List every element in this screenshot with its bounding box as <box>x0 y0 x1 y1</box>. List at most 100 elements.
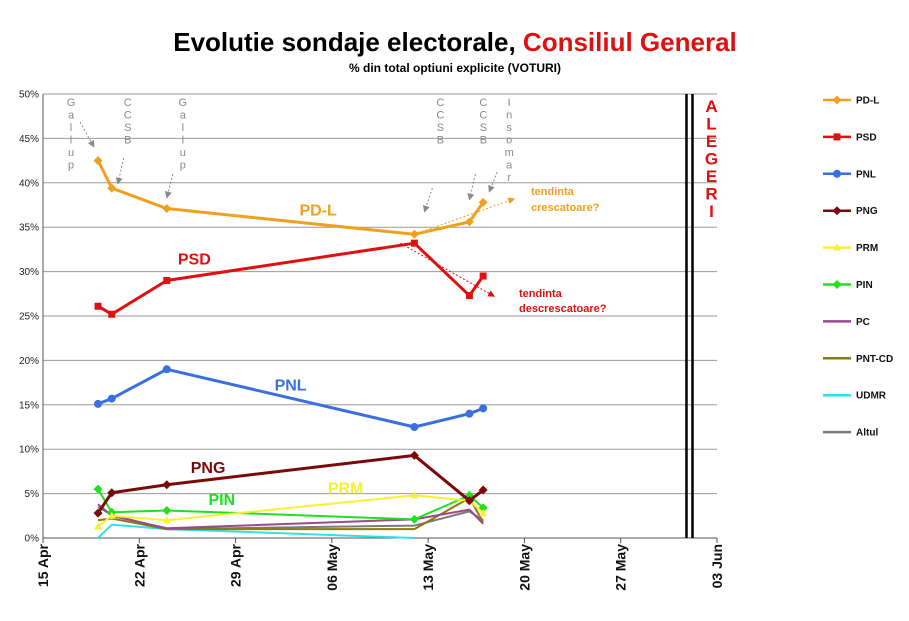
annotations: A L E G E R I G a l l u p C C S B G a l l u p C C S B C C S B I n s o m a r te… <box>67 94 718 538</box>
pollster-arrow <box>423 187 433 213</box>
x-tick-label: 06 May <box>324 544 340 591</box>
pollster-arrow <box>164 173 174 199</box>
legend-marker-prm <box>833 243 841 251</box>
x-tick-label: 03 Jun <box>709 544 725 588</box>
pollster-arrow <box>488 171 498 193</box>
y-tick-label: 5% <box>25 489 40 500</box>
x-tick-label: 15 Apr <box>35 543 51 587</box>
data-point-pd-l <box>464 217 474 227</box>
legend-label-udmr: UDMR <box>856 391 887 402</box>
series-line-udmr <box>97 523 415 539</box>
data-point-pd-l <box>162 204 172 214</box>
trend-down-label: descrescatoare? <box>519 303 607 315</box>
series-line-psd <box>97 241 485 316</box>
pollster-arrow <box>467 173 476 201</box>
data-point-pin <box>93 484 103 494</box>
data-point-psd <box>108 310 116 318</box>
legend-marker-psd <box>833 133 841 141</box>
data-point-pnl <box>162 365 171 374</box>
y-tick-label: 50% <box>19 90 39 101</box>
trend-down-label: tendinta <box>519 288 563 300</box>
legend-marker-pnl <box>833 169 841 178</box>
legend-label-prm: PRM <box>856 243 878 254</box>
legend-label-pnl: PNL <box>856 169 876 180</box>
y-tick-label: 35% <box>19 223 39 234</box>
chart-title-main: Evolutie sondaje electorale, <box>173 27 523 57</box>
data-point-prm <box>162 516 171 524</box>
trend-down-arrow <box>400 242 495 297</box>
legend-label-pd-l: PD-L <box>856 96 879 107</box>
data-point-prm <box>479 509 488 517</box>
y-tick-label: 40% <box>19 178 39 189</box>
data-point-pnl <box>465 409 474 418</box>
legend-marker-pd-l <box>832 95 842 105</box>
x-tick-label: 27 May <box>613 544 629 591</box>
chart-title: Evolutie sondaje electorale, Consiliul G… <box>173 27 737 57</box>
pollster-arrow <box>79 121 95 148</box>
legend-marker-pin <box>832 280 842 289</box>
data-point-psd <box>163 276 171 284</box>
series-label-png: PNG <box>191 460 226 477</box>
legend-marker-png <box>832 206 842 216</box>
data-point-pnl <box>479 404 488 413</box>
data-point-psd <box>479 272 487 280</box>
data-point-pnl <box>410 423 419 431</box>
legend-label-pin: PIN <box>856 280 873 291</box>
legend-label-altul: Altul <box>856 428 878 439</box>
series-labels: PD-L PSD PNL PNG PRM PIN <box>178 203 364 509</box>
data-point-png <box>107 488 117 498</box>
data-point-png <box>464 496 474 506</box>
data-point-png <box>162 480 172 490</box>
trend-up-label: tendinta <box>531 186 575 198</box>
chart-title-highlight: Consiliul General <box>523 27 737 57</box>
data-point-pin <box>409 514 419 524</box>
y-tick-label: 45% <box>19 134 39 145</box>
data-point-prm <box>94 522 103 530</box>
y-tick-label: 15% <box>19 400 39 411</box>
x-tick-label: 13 May <box>420 544 436 591</box>
chart-subtitle: % din total optiuni explicite (VOTURI) <box>349 61 561 75</box>
y-tick-label: 20% <box>19 356 39 367</box>
series-line-png <box>96 453 485 514</box>
series-lines <box>93 156 488 539</box>
x-tick-label: 29 Apr <box>228 543 244 587</box>
y-tick-label: 30% <box>19 267 39 278</box>
data-point-png <box>93 508 103 518</box>
legend-label-png: PNG <box>856 206 878 217</box>
data-point-png <box>409 450 419 460</box>
data-point-prm <box>107 511 116 519</box>
data-point-prm <box>410 491 419 499</box>
y-tick-label: 10% <box>19 445 39 456</box>
series-label-prm: PRM <box>328 481 364 498</box>
data-point-png <box>478 485 488 495</box>
series-label-pnl: PNL <box>275 378 307 395</box>
data-point-psd <box>465 292 473 300</box>
y-tick-label: 0% <box>25 534 40 545</box>
legend-label-psd: PSD <box>856 132 877 143</box>
data-point-pd-l <box>478 197 488 207</box>
series-label-pd-l: PD-L <box>299 203 337 220</box>
pollster-arrow <box>115 157 125 185</box>
data-point-pd-l <box>409 229 419 239</box>
series-label-psd: PSD <box>178 251 211 268</box>
legend: PD-L PSD PNL PNG PRM PIN PC PNT-CD UDMR Altul <box>823 95 893 439</box>
legend-label-pc: PC <box>856 317 870 328</box>
trend-up-arrow <box>414 197 516 235</box>
axes: 0% 5% 10% 15% 20% 25% 30% 35% 40% 45% 50% 15 Apr 22 … <box>19 90 725 591</box>
data-point-pd-l <box>93 156 103 166</box>
x-tick-label: 20 May <box>516 544 532 591</box>
data-point-pnl <box>94 399 103 408</box>
series-line-pd-l <box>96 159 485 236</box>
x-tick-label: 22 Apr <box>131 543 147 587</box>
y-tick-label: 25% <box>19 312 39 323</box>
legend-label-pnt-cd: PNT-CD <box>856 354 893 365</box>
data-point-psd <box>410 239 418 247</box>
